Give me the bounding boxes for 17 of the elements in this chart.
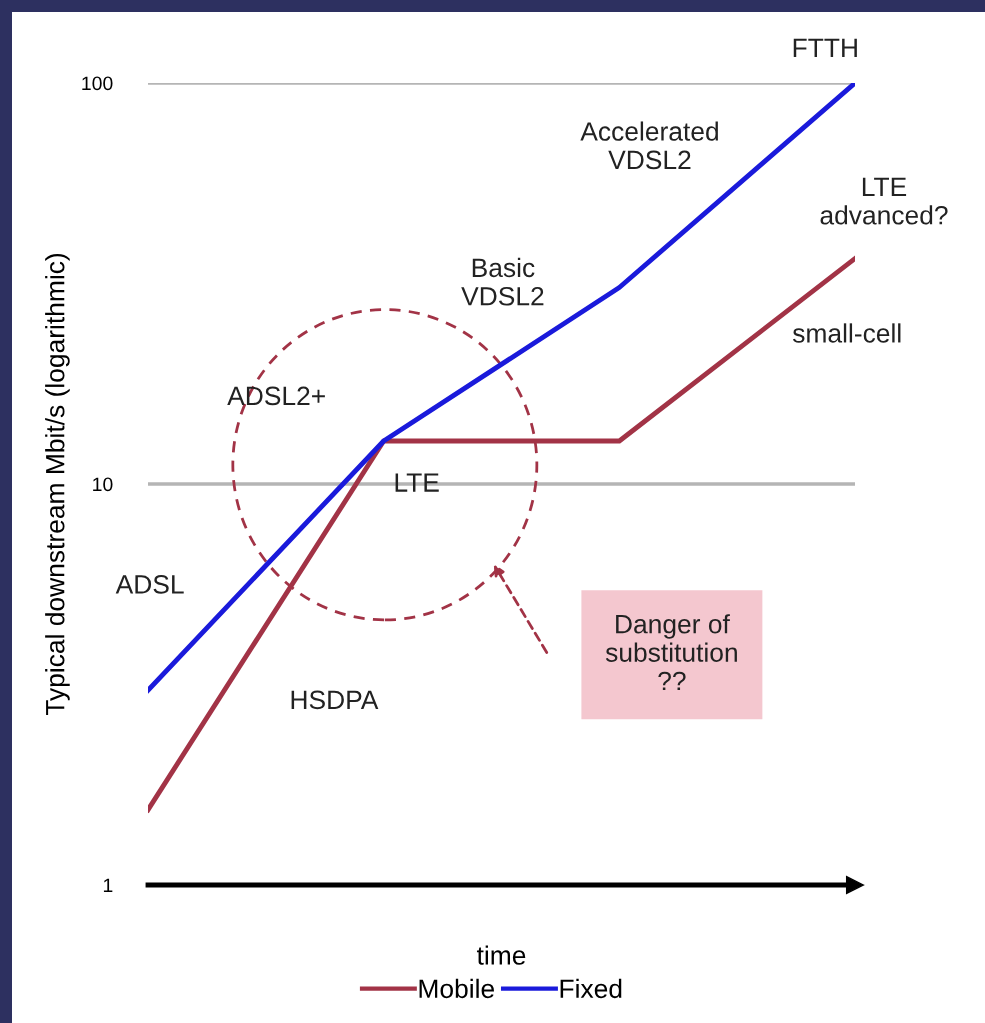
- annotation: Basic VDSL2: [461, 257, 544, 306]
- annotation: ADSL2+: [227, 386, 325, 406]
- annotation: ADSL: [115, 575, 184, 594]
- annotation: Accelerated VDSL2: [580, 121, 718, 170]
- text: FTTH: [793, 38, 857, 57]
- annotation: Danger of substitution ??: [605, 614, 737, 691]
- x-axis-title: time: [476, 945, 526, 965]
- annotation: small-cell: [792, 323, 901, 343]
- y-axis-title: Typical downstream Mbit/s (logarithmic): [45, 253, 70, 716]
- annotation: LTE advanced?: [820, 177, 948, 225]
- annotation: LTE: [395, 473, 439, 492]
- annotation: HSDPA: [291, 690, 379, 710]
- y-tick-label: 100: [82, 76, 113, 91]
- y-tick-label: 1: [103, 878, 113, 893]
- y-tick-label: 10: [93, 477, 113, 492]
- legend-label: Mobile: [419, 978, 494, 999]
- legend-label: Fixed: [560, 978, 622, 999]
